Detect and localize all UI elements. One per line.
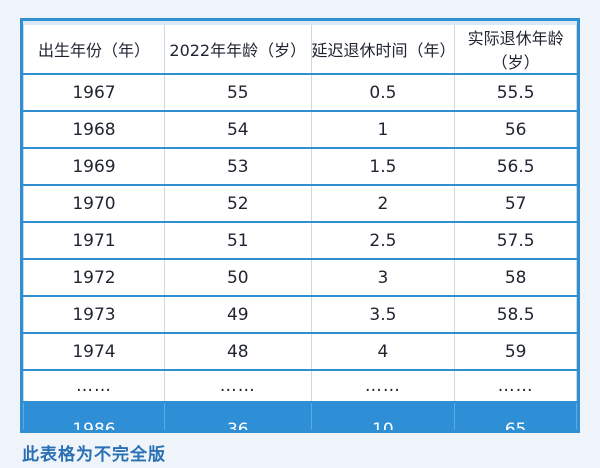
cell-retirement-age: 56	[454, 111, 577, 149]
table-row: 1967 55 0.5 55.5	[23, 74, 577, 112]
final-retirement-age: 65	[454, 402, 577, 430]
cell-birth-year: 1974	[23, 333, 165, 371]
cell-delay: 4	[310, 333, 456, 371]
final-age: 36	[164, 402, 312, 430]
cell-birth-year: 1969	[23, 148, 165, 186]
cell-age: 48	[164, 333, 312, 371]
cell-delay: 1.5	[310, 148, 456, 186]
ellipsis-cell: ……	[454, 370, 577, 403]
header-actual-retirement-age: 实际退休年龄（岁）	[454, 25, 577, 75]
ellipsis-cell: ……	[164, 370, 312, 403]
table-row: 1968 54 1 56	[23, 111, 577, 149]
cell-delay: 3	[310, 259, 456, 297]
table-header-row: 出生年份（年） 2022年年龄（岁） 延迟退休时间（年） 实际退休年龄（岁）	[23, 25, 577, 75]
cell-birth-year: 1971	[23, 222, 165, 260]
ellipsis-cell: ……	[310, 370, 456, 403]
retirement-table: 出生年份（年） 2022年年龄（岁） 延迟退休时间（年） 实际退休年龄（岁） 1…	[23, 25, 577, 430]
footnote-incomplete-table: 此表格为不完全版	[22, 445, 166, 465]
cell-retirement-age: 58	[454, 259, 577, 297]
header-birth-year: 出生年份（年）	[23, 25, 165, 75]
final-row-highlight: 1986 36 10 65	[23, 402, 577, 430]
table-row: 1972 50 3 58	[23, 259, 577, 297]
ellipsis-row: …… …… …… ……	[23, 370, 577, 403]
cell-retirement-age: 55.5	[454, 74, 577, 112]
cell-age: 54	[164, 111, 312, 149]
final-birth-year: 1986	[23, 402, 165, 430]
cell-birth-year: 1967	[23, 74, 165, 112]
table-row: 1970 52 2 57	[23, 185, 577, 223]
cell-delay: 2.5	[310, 222, 456, 260]
cell-retirement-age: 57.5	[454, 222, 577, 260]
cell-age: 52	[164, 185, 312, 223]
cell-birth-year: 1968	[23, 111, 165, 149]
cell-birth-year: 1970	[23, 185, 165, 223]
cell-age: 55	[164, 74, 312, 112]
cell-delay: 3.5	[310, 296, 456, 334]
cell-birth-year: 1973	[23, 296, 165, 334]
cell-age: 53	[164, 148, 312, 186]
cell-age: 50	[164, 259, 312, 297]
table-row: 1969 53 1.5 56.5	[23, 148, 577, 186]
card-top-band	[23, 21, 577, 25]
header-age-2022: 2022年年龄（岁）	[164, 25, 312, 75]
cell-delay: 1	[310, 111, 456, 149]
retirement-table-card: 出生年份（年） 2022年年龄（岁） 延迟退休时间（年） 实际退休年龄（岁） 1…	[20, 18, 580, 433]
cell-delay: 2	[310, 185, 456, 223]
table-row: 1974 48 4 59	[23, 333, 577, 371]
cell-birth-year: 1972	[23, 259, 165, 297]
cell-age: 49	[164, 296, 312, 334]
header-delay-time: 延迟退休时间（年）	[310, 25, 456, 75]
cell-retirement-age: 57	[454, 185, 577, 223]
ellipsis-cell: ……	[23, 370, 165, 403]
table-row: 1973 49 3.5 58.5	[23, 296, 577, 334]
final-delay: 10	[310, 402, 456, 430]
cell-retirement-age: 59	[454, 333, 577, 371]
table-row: 1971 51 2.5 57.5	[23, 222, 577, 260]
cell-delay: 0.5	[310, 74, 456, 112]
cell-retirement-age: 58.5	[454, 296, 577, 334]
cell-age: 51	[164, 222, 312, 260]
cell-retirement-age: 56.5	[454, 148, 577, 186]
